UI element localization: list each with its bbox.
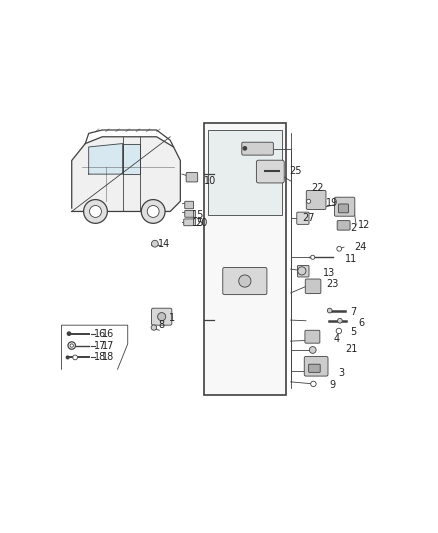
Text: 18: 18 [102, 352, 114, 362]
FancyBboxPatch shape [339, 204, 348, 213]
Text: 3: 3 [338, 368, 344, 378]
FancyBboxPatch shape [204, 123, 286, 395]
FancyBboxPatch shape [223, 268, 267, 295]
Text: 18: 18 [94, 352, 106, 362]
Text: 17: 17 [94, 341, 106, 351]
FancyBboxPatch shape [185, 201, 194, 209]
FancyBboxPatch shape [242, 142, 273, 155]
Polygon shape [72, 137, 180, 212]
FancyBboxPatch shape [256, 160, 284, 183]
Text: 16: 16 [102, 329, 114, 338]
FancyBboxPatch shape [335, 197, 355, 216]
Circle shape [67, 332, 71, 336]
Polygon shape [88, 143, 123, 174]
Circle shape [73, 355, 78, 360]
Text: 22: 22 [312, 183, 324, 193]
Circle shape [243, 146, 247, 151]
FancyBboxPatch shape [297, 212, 309, 224]
Circle shape [89, 206, 102, 217]
Text: 12: 12 [358, 220, 370, 230]
Circle shape [307, 199, 311, 203]
Circle shape [239, 275, 251, 287]
FancyBboxPatch shape [186, 172, 198, 182]
Text: 5: 5 [350, 327, 357, 337]
Text: 21: 21 [345, 344, 357, 354]
Text: 11: 11 [345, 254, 357, 264]
Circle shape [338, 318, 342, 323]
FancyBboxPatch shape [305, 279, 321, 294]
Text: 7: 7 [350, 306, 357, 317]
Text: 25: 25 [289, 166, 301, 176]
Text: 1: 1 [169, 313, 175, 324]
FancyBboxPatch shape [304, 357, 328, 376]
Text: 17: 17 [102, 341, 115, 351]
FancyBboxPatch shape [184, 219, 194, 225]
Circle shape [337, 246, 342, 251]
Circle shape [311, 255, 315, 260]
Circle shape [298, 267, 306, 275]
Text: 2: 2 [350, 223, 357, 233]
Text: 6: 6 [359, 319, 365, 328]
Circle shape [152, 240, 158, 247]
Text: 10: 10 [204, 176, 216, 186]
Text: 27: 27 [303, 213, 315, 223]
FancyBboxPatch shape [337, 221, 350, 230]
Text: 20: 20 [196, 217, 208, 228]
Circle shape [336, 328, 342, 334]
Circle shape [84, 199, 107, 223]
Circle shape [158, 313, 166, 321]
Text: 15: 15 [192, 219, 205, 228]
Circle shape [327, 308, 332, 313]
Text: 15: 15 [192, 210, 205, 220]
Polygon shape [123, 143, 140, 174]
FancyBboxPatch shape [309, 364, 320, 373]
Circle shape [309, 346, 316, 353]
Text: 23: 23 [326, 279, 339, 289]
Text: 19: 19 [326, 198, 339, 208]
Text: 13: 13 [323, 268, 335, 278]
Circle shape [151, 325, 156, 330]
FancyBboxPatch shape [152, 308, 172, 325]
Text: 16: 16 [94, 329, 106, 338]
Text: 8: 8 [158, 320, 164, 330]
Circle shape [147, 206, 159, 217]
Circle shape [311, 381, 316, 386]
Circle shape [68, 342, 75, 349]
FancyBboxPatch shape [297, 265, 309, 277]
Circle shape [141, 199, 165, 223]
Text: 4: 4 [333, 334, 339, 344]
FancyBboxPatch shape [305, 330, 320, 343]
FancyBboxPatch shape [306, 190, 326, 209]
Circle shape [66, 356, 70, 359]
Text: 24: 24 [354, 242, 367, 252]
Circle shape [70, 344, 74, 347]
Text: 9: 9 [330, 379, 336, 390]
FancyBboxPatch shape [185, 211, 194, 217]
FancyBboxPatch shape [208, 130, 282, 215]
Text: 14: 14 [158, 239, 170, 249]
